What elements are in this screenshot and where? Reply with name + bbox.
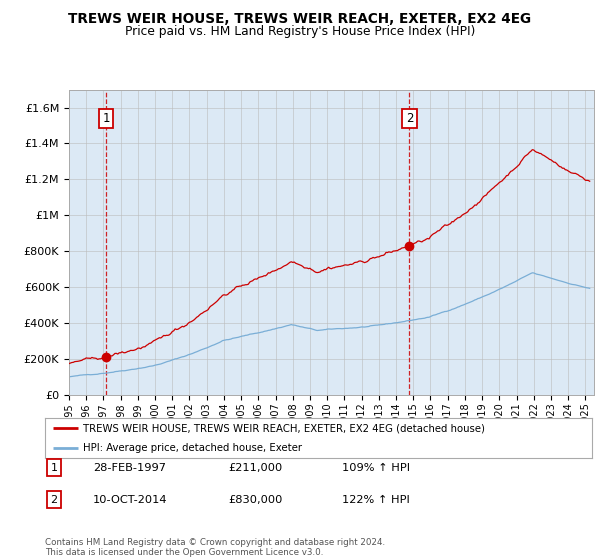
Text: 122% ↑ HPI: 122% ↑ HPI [342,494,410,505]
Text: 2: 2 [406,112,413,125]
Text: 28-FEB-1997: 28-FEB-1997 [93,463,166,473]
Text: 1: 1 [103,112,110,125]
Text: Contains HM Land Registry data © Crown copyright and database right 2024.
This d: Contains HM Land Registry data © Crown c… [45,538,385,557]
Text: £830,000: £830,000 [228,494,283,505]
Text: £211,000: £211,000 [228,463,282,473]
Text: TREWS WEIR HOUSE, TREWS WEIR REACH, EXETER, EX2 4EG (detached house): TREWS WEIR HOUSE, TREWS WEIR REACH, EXET… [83,423,485,433]
Text: Price paid vs. HM Land Registry's House Price Index (HPI): Price paid vs. HM Land Registry's House … [125,25,475,38]
Text: 10-OCT-2014: 10-OCT-2014 [93,494,167,505]
Text: 109% ↑ HPI: 109% ↑ HPI [342,463,410,473]
Text: TREWS WEIR HOUSE, TREWS WEIR REACH, EXETER, EX2 4EG: TREWS WEIR HOUSE, TREWS WEIR REACH, EXET… [68,12,532,26]
Text: HPI: Average price, detached house, Exeter: HPI: Average price, detached house, Exet… [83,442,302,452]
Text: 1: 1 [50,463,58,473]
Text: 2: 2 [50,494,58,505]
